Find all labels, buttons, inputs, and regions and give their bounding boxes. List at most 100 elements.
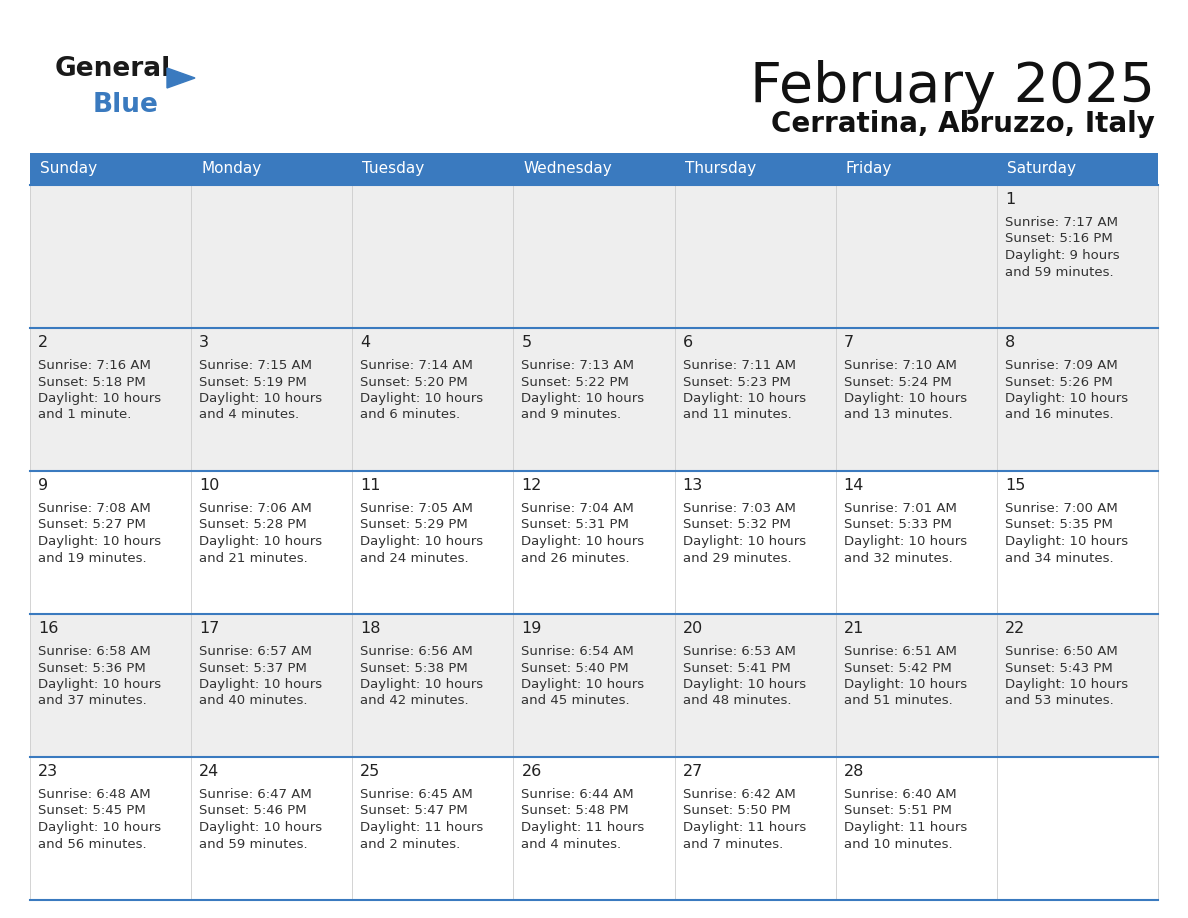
Text: Sunrise: 7:10 AM: Sunrise: 7:10 AM	[843, 359, 956, 372]
Text: Sunset: 5:46 PM: Sunset: 5:46 PM	[200, 804, 307, 818]
Text: 10: 10	[200, 478, 220, 493]
Text: Daylight: 10 hours: Daylight: 10 hours	[522, 678, 645, 691]
FancyBboxPatch shape	[30, 471, 1158, 614]
Text: Sunset: 5:47 PM: Sunset: 5:47 PM	[360, 804, 468, 818]
Text: Sunrise: 6:48 AM: Sunrise: 6:48 AM	[38, 788, 151, 801]
Text: Sunrise: 7:11 AM: Sunrise: 7:11 AM	[683, 359, 796, 372]
Text: and 19 minutes.: and 19 minutes.	[38, 552, 146, 565]
Text: Daylight: 10 hours: Daylight: 10 hours	[1005, 535, 1127, 548]
Text: Sunset: 5:42 PM: Sunset: 5:42 PM	[843, 662, 952, 675]
Text: 24: 24	[200, 764, 220, 779]
Text: Daylight: 10 hours: Daylight: 10 hours	[200, 678, 322, 691]
Text: Daylight: 10 hours: Daylight: 10 hours	[1005, 678, 1127, 691]
Text: and 56 minutes.: and 56 minutes.	[38, 837, 146, 850]
Text: Sunrise: 6:45 AM: Sunrise: 6:45 AM	[360, 788, 473, 801]
Text: and 11 minutes.: and 11 minutes.	[683, 409, 791, 421]
FancyBboxPatch shape	[30, 614, 1158, 757]
Text: 26: 26	[522, 764, 542, 779]
Text: Sunrise: 7:17 AM: Sunrise: 7:17 AM	[1005, 216, 1118, 229]
Text: and 48 minutes.: and 48 minutes.	[683, 695, 791, 708]
Text: Sunset: 5:40 PM: Sunset: 5:40 PM	[522, 662, 630, 675]
Text: Daylight: 10 hours: Daylight: 10 hours	[522, 535, 645, 548]
Text: Sunrise: 7:05 AM: Sunrise: 7:05 AM	[360, 502, 473, 515]
Text: Wednesday: Wednesday	[524, 162, 612, 176]
Text: Sunset: 5:48 PM: Sunset: 5:48 PM	[522, 804, 630, 818]
Text: 3: 3	[200, 335, 209, 350]
Text: Daylight: 11 hours: Daylight: 11 hours	[522, 821, 645, 834]
Text: Sunrise: 6:44 AM: Sunrise: 6:44 AM	[522, 788, 634, 801]
Text: and 40 minutes.: and 40 minutes.	[200, 695, 308, 708]
Text: Daylight: 10 hours: Daylight: 10 hours	[1005, 392, 1127, 405]
Text: Sunset: 5:31 PM: Sunset: 5:31 PM	[522, 519, 630, 532]
Text: Sunset: 5:22 PM: Sunset: 5:22 PM	[522, 375, 630, 388]
Text: Daylight: 10 hours: Daylight: 10 hours	[360, 392, 484, 405]
Text: Daylight: 10 hours: Daylight: 10 hours	[683, 678, 805, 691]
Text: Sunrise: 6:51 AM: Sunrise: 6:51 AM	[843, 645, 956, 658]
Text: Sunrise: 6:54 AM: Sunrise: 6:54 AM	[522, 645, 634, 658]
Text: Tuesday: Tuesday	[362, 162, 424, 176]
Text: 6: 6	[683, 335, 693, 350]
Text: Sunset: 5:43 PM: Sunset: 5:43 PM	[1005, 662, 1113, 675]
Text: Monday: Monday	[201, 162, 261, 176]
Text: Sunrise: 7:03 AM: Sunrise: 7:03 AM	[683, 502, 796, 515]
Text: 7: 7	[843, 335, 854, 350]
Text: Sunset: 5:32 PM: Sunset: 5:32 PM	[683, 519, 790, 532]
Text: Sunrise: 6:58 AM: Sunrise: 6:58 AM	[38, 645, 151, 658]
Text: Sunset: 5:26 PM: Sunset: 5:26 PM	[1005, 375, 1113, 388]
Text: and 4 minutes.: and 4 minutes.	[522, 837, 621, 850]
Text: Sunrise: 7:09 AM: Sunrise: 7:09 AM	[1005, 359, 1118, 372]
Text: 23: 23	[38, 764, 58, 779]
Text: Sunrise: 6:40 AM: Sunrise: 6:40 AM	[843, 788, 956, 801]
Text: 11: 11	[360, 478, 381, 493]
Text: Daylight: 10 hours: Daylight: 10 hours	[38, 678, 162, 691]
Text: and 32 minutes.: and 32 minutes.	[843, 552, 953, 565]
Text: and 53 minutes.: and 53 minutes.	[1005, 695, 1113, 708]
Text: Sunset: 5:38 PM: Sunset: 5:38 PM	[360, 662, 468, 675]
Text: Sunset: 5:33 PM: Sunset: 5:33 PM	[843, 519, 952, 532]
Text: Daylight: 10 hours: Daylight: 10 hours	[843, 678, 967, 691]
Text: Cerratina, Abruzzo, Italy: Cerratina, Abruzzo, Italy	[771, 110, 1155, 138]
Text: and 13 minutes.: and 13 minutes.	[843, 409, 953, 421]
Text: Daylight: 10 hours: Daylight: 10 hours	[843, 392, 967, 405]
Text: Sunset: 5:28 PM: Sunset: 5:28 PM	[200, 519, 307, 532]
Text: Sunrise: 7:15 AM: Sunrise: 7:15 AM	[200, 359, 312, 372]
Text: and 2 minutes.: and 2 minutes.	[360, 837, 461, 850]
Text: 4: 4	[360, 335, 371, 350]
Text: and 34 minutes.: and 34 minutes.	[1005, 552, 1113, 565]
FancyBboxPatch shape	[30, 328, 1158, 471]
Text: Daylight: 10 hours: Daylight: 10 hours	[843, 535, 967, 548]
Text: Sunrise: 7:00 AM: Sunrise: 7:00 AM	[1005, 502, 1118, 515]
Text: Daylight: 10 hours: Daylight: 10 hours	[200, 392, 322, 405]
Text: Sunrise: 6:56 AM: Sunrise: 6:56 AM	[360, 645, 473, 658]
Text: and 59 minutes.: and 59 minutes.	[200, 837, 308, 850]
Text: Sunrise: 6:42 AM: Sunrise: 6:42 AM	[683, 788, 795, 801]
Text: 16: 16	[38, 621, 58, 636]
Text: 12: 12	[522, 478, 542, 493]
Text: Sunset: 5:45 PM: Sunset: 5:45 PM	[38, 804, 146, 818]
Text: and 59 minutes.: and 59 minutes.	[1005, 265, 1113, 278]
FancyBboxPatch shape	[30, 153, 1158, 185]
Text: and 16 minutes.: and 16 minutes.	[1005, 409, 1113, 421]
Text: Sunrise: 6:57 AM: Sunrise: 6:57 AM	[200, 645, 312, 658]
Text: 5: 5	[522, 335, 531, 350]
Text: and 45 minutes.: and 45 minutes.	[522, 695, 630, 708]
Text: Daylight: 11 hours: Daylight: 11 hours	[683, 821, 805, 834]
Text: 27: 27	[683, 764, 703, 779]
Text: Sunset: 5:36 PM: Sunset: 5:36 PM	[38, 662, 146, 675]
Text: 15: 15	[1005, 478, 1025, 493]
Text: Sunrise: 7:13 AM: Sunrise: 7:13 AM	[522, 359, 634, 372]
Text: Sunrise: 6:50 AM: Sunrise: 6:50 AM	[1005, 645, 1118, 658]
Text: Blue: Blue	[93, 92, 159, 118]
Text: Daylight: 10 hours: Daylight: 10 hours	[200, 535, 322, 548]
Text: 20: 20	[683, 621, 703, 636]
Text: and 1 minute.: and 1 minute.	[38, 409, 132, 421]
Text: and 4 minutes.: and 4 minutes.	[200, 409, 299, 421]
Text: February 2025: February 2025	[750, 60, 1155, 114]
Text: 22: 22	[1005, 621, 1025, 636]
Text: Sunday: Sunday	[40, 162, 97, 176]
Text: Sunset: 5:27 PM: Sunset: 5:27 PM	[38, 519, 146, 532]
Text: Daylight: 10 hours: Daylight: 10 hours	[38, 821, 162, 834]
Text: Sunset: 5:35 PM: Sunset: 5:35 PM	[1005, 519, 1113, 532]
Text: Sunrise: 6:53 AM: Sunrise: 6:53 AM	[683, 645, 796, 658]
Text: 8: 8	[1005, 335, 1015, 350]
